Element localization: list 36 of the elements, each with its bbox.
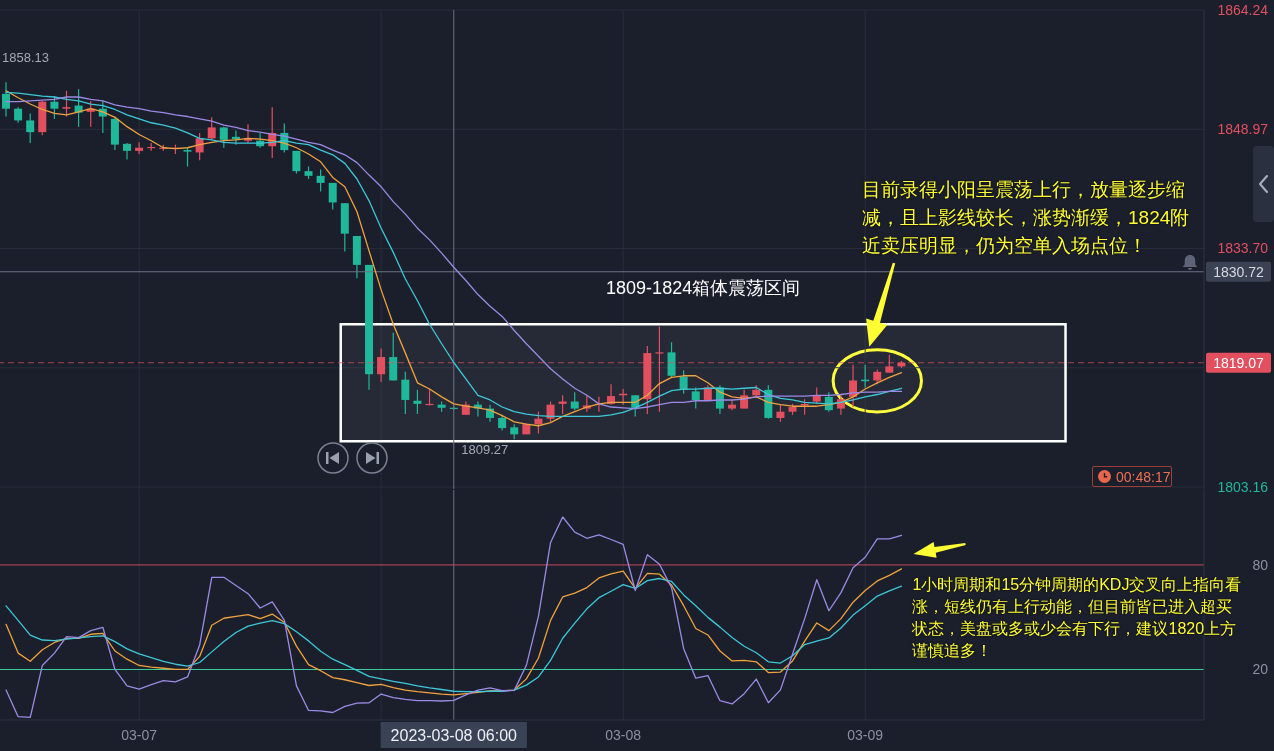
line-series	[5, 516, 903, 719]
ref-line-label: 1830.72	[1213, 263, 1265, 280]
candlestick	[62, 90, 71, 118]
candlestick	[26, 112, 35, 144]
annotation: 00:48:17	[1116, 468, 1171, 485]
y-tick-label: 20	[1252, 661, 1269, 678]
annotation: 1809.27	[461, 442, 509, 458]
candlestick	[667, 341, 676, 378]
y-tick-label: 1833.70	[1217, 240, 1269, 257]
x-tick-label: 03-08	[605, 727, 642, 743]
candlestick	[135, 141, 144, 155]
y-tick-label: 1848.97	[1217, 121, 1269, 138]
candlestick	[401, 371, 410, 415]
annotation: 目前录得小阳呈震荡上行，放量逐步缩减，且上影线较长，涨势渐缓，1824附近卖压明显，仍为空单入场点位！	[862, 178, 1191, 258]
ref-line-label: 1819.07	[1213, 354, 1265, 371]
y-tick-label: 1803.16	[1217, 478, 1269, 495]
candlestick	[123, 142, 132, 161]
candlestick	[183, 147, 192, 168]
ref-line-label: 2023-03-08 06:00	[390, 726, 518, 744]
y-tick-label: 80	[1252, 556, 1269, 573]
candlestick	[607, 383, 616, 406]
candlestick	[50, 95, 59, 120]
x-tick-label: 03-07	[121, 727, 158, 743]
x-tick-label: 03-09	[847, 727, 884, 743]
candlestick	[691, 386, 700, 410]
y-tick-label: 1864.24	[1217, 2, 1269, 18]
candlestick	[534, 411, 543, 435]
candlestick	[2, 81, 10, 118]
band-label: 1809-1824箱体震荡区间	[606, 278, 801, 299]
annotation: 1小时周期和15分钟周期的KDJ交叉向上指向看涨，短线仍有上行动能，但目前皆已进入超买状态，美盘或多或少会有下行，建议1820上方谨慎追多！	[912, 575, 1243, 661]
candlestick	[316, 169, 325, 193]
annotation: 1858.13	[2, 50, 49, 65]
candlestick	[207, 116, 216, 141]
candlestick	[413, 389, 422, 415]
timer-box: 00:48:17	[1092, 466, 1172, 487]
candlestick	[328, 182, 337, 211]
